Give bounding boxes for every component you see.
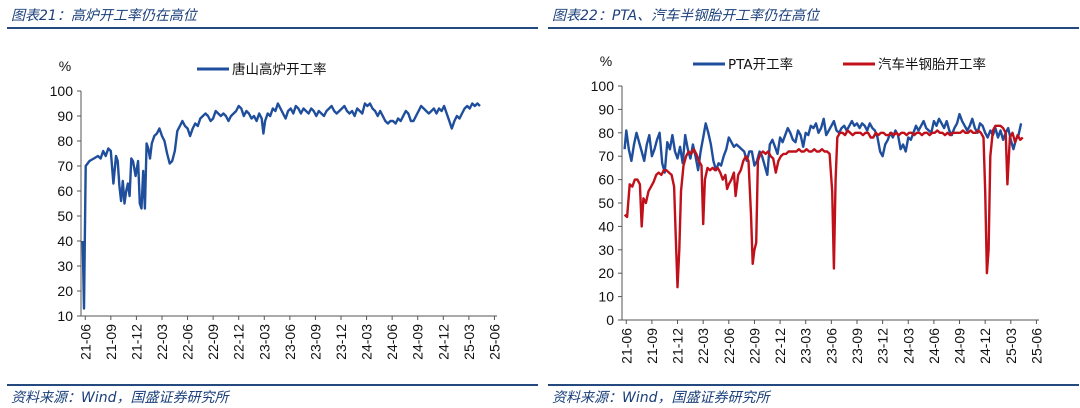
chart-title: 图表21：高炉开工率仍在高位 — [11, 8, 197, 24]
x-tick-label: 24-09 — [952, 328, 968, 364]
legend-label: 唐山高炉开工率 — [232, 61, 327, 78]
x-tick-label: 24-12 — [977, 328, 993, 364]
y-tick-label: 10 — [598, 289, 614, 305]
title-rule — [7, 27, 538, 29]
x-tick-label: 21-09 — [644, 328, 660, 364]
x-tick-label: 24-03 — [359, 324, 375, 360]
x-tick-label: 25-06 — [1028, 328, 1044, 364]
x-tick-label: 24-03 — [900, 328, 916, 364]
chart-title: 图表22：PTA、汽车半钢胎开工率仍在高位 — [552, 8, 820, 24]
x-tick-label: 25-06 — [486, 324, 502, 360]
y-tick-label: 90 — [598, 101, 614, 117]
chart-svg-pta-tire: 0 10 20 30 40 50 60 70 80 90 100% 21-06 21-09 21-12 22… — [591, 53, 1045, 364]
y-tick-label: 100 — [591, 78, 615, 94]
x-tick-label: 22-03 — [695, 328, 711, 364]
y-tick-label: 100 — [50, 83, 74, 99]
x-tick-label: 21-06 — [618, 328, 634, 364]
x-tick-label: 23-12 — [875, 328, 891, 364]
y-tick-label: 60 — [57, 183, 73, 199]
y-tick-label: 60 — [598, 172, 614, 188]
series-line-0 — [81, 102, 481, 310]
x-tick-label: 23-03 — [256, 324, 272, 360]
x-tick-label: 23-09 — [849, 328, 865, 364]
x-tick-label: 22-06 — [721, 328, 737, 364]
chart-svg-blast-furnace: 10 20 30 40 50 60 70 80 90 100% 21-06 21-09 21-12 22-… — [50, 58, 503, 360]
x-tick-label: 24-12 — [435, 324, 451, 360]
x-tick-label: 21-12 — [670, 328, 686, 364]
series-line-1 — [623, 124, 1024, 289]
legend-label: PTA开工率 — [728, 56, 793, 73]
x-tick-label: 21-12 — [128, 324, 144, 360]
y-tick-label: 80 — [57, 133, 73, 149]
y-tick-label: 90 — [57, 108, 73, 124]
source-rule — [7, 384, 538, 386]
y-tick-label: 40 — [598, 218, 614, 234]
y-tick-label: 20 — [57, 283, 73, 299]
x-tick-label: 24-06 — [926, 328, 942, 364]
x-tick-label: 22-06 — [180, 324, 196, 360]
x-tick-label: 23-06 — [282, 324, 298, 360]
y-tick-label: 30 — [57, 258, 73, 274]
x-tick-label: 22-09 — [205, 324, 221, 360]
y-tick-label: 10 — [57, 308, 73, 324]
x-tick-label: 21-09 — [103, 324, 119, 360]
x-tick-label: 23-09 — [307, 324, 323, 360]
y-unit-label: % — [59, 58, 71, 74]
source-rule — [548, 384, 1079, 386]
x-tick-label: 22-12 — [772, 328, 788, 364]
chart-panel-left: 图表21：高炉开工率仍在高位 10 20 30 40 50 60 70 80 90 100% 21-… — [7, 0, 538, 408]
x-tick-label: 22-09 — [746, 328, 762, 364]
title-rule — [548, 27, 1079, 29]
chart-panel-right: 图表22：PTA、汽车半钢胎开工率仍在高位 0 10 20 30 40 50 60 70 80 9… — [548, 0, 1079, 408]
source-note: 资料来源：Wind，国盛证券研究所 — [11, 390, 229, 406]
x-tick-label: 22-03 — [154, 324, 170, 360]
legend-label: 汽车半钢胎开工率 — [878, 56, 986, 73]
y-tick-label: 30 — [598, 242, 614, 258]
series-line-0 — [623, 112, 1023, 177]
y-unit-label: % — [600, 53, 612, 69]
x-tick-label: 22-12 — [231, 324, 247, 360]
x-tick-label: 24-09 — [410, 324, 426, 360]
y-tick-label: 50 — [57, 208, 73, 224]
source-note: 资料来源：Wind，国盛证券研究所 — [552, 390, 770, 406]
y-tick-label: 50 — [598, 195, 614, 211]
x-tick-label: 25-03 — [1003, 328, 1019, 364]
y-tick-label: 70 — [57, 158, 73, 174]
x-tick-label: 23-03 — [798, 328, 814, 364]
x-tick-label: 23-12 — [333, 324, 349, 360]
x-tick-label: 21-06 — [77, 324, 93, 360]
y-tick-label: 80 — [598, 125, 614, 141]
x-tick-label: 24-06 — [384, 324, 400, 360]
y-tick-label: 40 — [57, 233, 73, 249]
y-tick-label: 20 — [598, 265, 614, 281]
y-tick-label: 70 — [598, 148, 614, 164]
x-tick-label: 23-06 — [823, 328, 839, 364]
y-tick-label: 0 — [606, 312, 614, 328]
x-tick-label: 25-03 — [461, 324, 477, 360]
